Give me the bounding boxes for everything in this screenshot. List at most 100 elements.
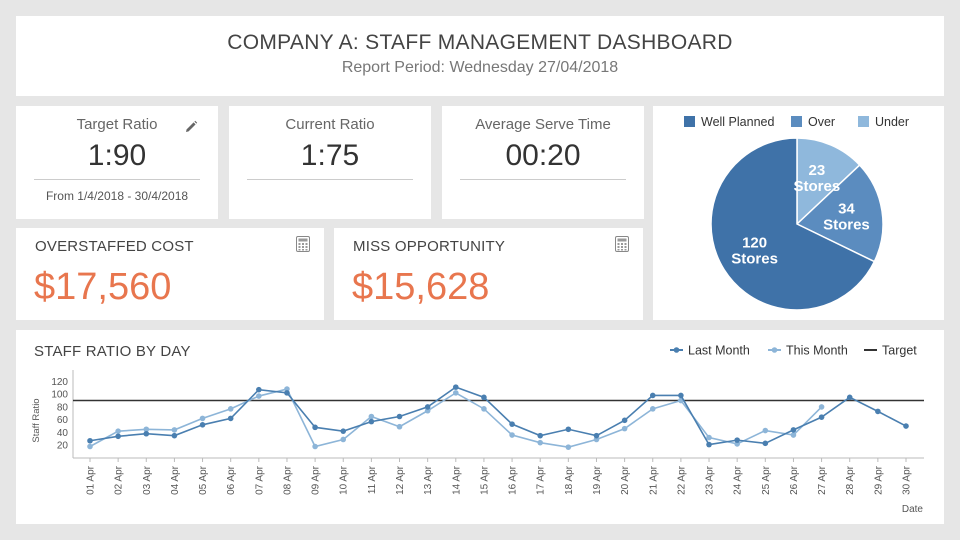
data-point[interactable] [452, 390, 459, 396]
pencil-icon[interactable] [184, 120, 198, 134]
data-point[interactable] [678, 392, 684, 399]
data-point[interactable] [649, 406, 656, 412]
data-point[interactable] [424, 404, 431, 410]
data-point[interactable] [734, 437, 740, 443]
data-point[interactable] [171, 432, 178, 439]
series-line [89, 386, 907, 446]
pie-legend-item[interactable]: Under [858, 115, 909, 129]
x-tick-label: 24 Apr [733, 465, 744, 495]
data-point[interactable] [762, 427, 769, 434]
data-point[interactable] [199, 422, 206, 428]
data-point[interactable] [368, 418, 375, 425]
data-point[interactable] [115, 433, 121, 440]
data-point[interactable] [762, 440, 769, 447]
x-tick-label: 03 Apr [142, 465, 153, 495]
overstaffed-cost-card: OVERSTAFFED COST $17,560 [16, 228, 324, 320]
data-point[interactable] [256, 393, 262, 399]
data-point[interactable] [593, 432, 600, 439]
y-tick-label: 100 [51, 390, 68, 401]
data-point[interactable] [115, 428, 121, 434]
data-point[interactable] [818, 404, 825, 410]
pie-legend-item[interactable]: Over [791, 115, 835, 129]
data-point[interactable] [424, 407, 431, 414]
data-point[interactable] [143, 430, 150, 437]
pie-chart: Well Planned Over Under120Stores34Stores23… [684, 115, 909, 311]
data-point[interactable] [199, 415, 206, 422]
data-point[interactable] [481, 406, 487, 412]
pie-legend-label: Well Planned [701, 115, 774, 129]
data-point[interactable] [312, 424, 318, 431]
line-legend-item[interactable]: Target [864, 344, 917, 358]
data-point[interactable] [790, 432, 797, 438]
chart-title: STAFF RATIO BY DAY [34, 343, 191, 360]
pie-slice[interactable] [710, 137, 876, 311]
x-tick-label: 23 Apr [705, 465, 716, 495]
data-point[interactable] [143, 426, 150, 433]
data-point[interactable] [649, 392, 656, 399]
data-point[interactable] [621, 425, 628, 432]
pie-slice-unit: Stores [823, 216, 870, 233]
line-legend-label: Last Month [688, 344, 750, 358]
data-point[interactable] [227, 406, 234, 412]
x-tick-label: 09 Apr [311, 465, 322, 495]
line-legend-label: This Month [786, 344, 848, 358]
kpi-divider [460, 179, 626, 180]
pie-legend-swatch [684, 116, 695, 127]
cost-value: $15,628 [352, 266, 490, 308]
data-point[interactable] [87, 443, 93, 450]
data-point[interactable] [340, 436, 347, 443]
data-point[interactable] [565, 426, 572, 433]
data-point[interactable] [790, 427, 797, 433]
data-point[interactable] [227, 415, 234, 422]
calculator-icon[interactable] [296, 236, 310, 252]
x-tick-label: 10 Apr [339, 465, 350, 495]
data-point[interactable] [452, 384, 459, 390]
data-point[interactable] [368, 413, 375, 420]
y-tick-label: 120 [51, 377, 68, 388]
x-tick-label: 06 Apr [226, 465, 237, 495]
line-legend-item[interactable]: This Month [768, 344, 848, 358]
dashboard-header: COMPANY A: STAFF MANAGEMENT DASHBOARD Re… [16, 16, 944, 96]
line-legend-marker [673, 347, 680, 353]
calculator-icon[interactable] [615, 236, 629, 252]
cost-value: $17,560 [34, 266, 172, 308]
data-point[interactable] [706, 434, 712, 441]
data-point[interactable] [818, 414, 825, 420]
x-tick-label: 14 Apr [451, 465, 462, 495]
data-point[interactable] [706, 441, 712, 448]
x-tick-label: 29 Apr [873, 465, 884, 495]
data-point[interactable] [284, 390, 290, 396]
line-legend-item[interactable]: Last Month [670, 344, 750, 358]
data-point[interactable] [312, 443, 318, 450]
kpi-current-ratio-card: Current Ratio 1:75 [229, 106, 431, 219]
data-point[interactable] [481, 394, 487, 401]
x-tick-label: 26 Apr [789, 465, 800, 495]
data-point[interactable] [903, 423, 909, 429]
data-point[interactable] [340, 428, 347, 434]
pie-legend-item[interactable]: Well Planned [684, 115, 774, 129]
data-point[interactable] [87, 437, 93, 444]
pie-slice[interactable] [796, 137, 861, 226]
data-point[interactable] [875, 408, 881, 415]
y-tick-label: 40 [57, 428, 69, 439]
x-tick-label: 28 Apr [845, 465, 856, 495]
data-point[interactable] [509, 421, 515, 427]
data-point[interactable] [284, 386, 290, 392]
data-point[interactable] [396, 423, 403, 430]
data-point[interactable] [256, 386, 262, 393]
pie-slice-unit: Stores [731, 251, 778, 268]
data-point[interactable] [593, 436, 600, 443]
pie-slice[interactable] [795, 164, 884, 263]
data-point[interactable] [565, 444, 572, 450]
data-point[interactable] [396, 413, 403, 420]
data-point[interactable] [171, 427, 178, 433]
data-point[interactable] [509, 432, 515, 438]
data-point[interactable] [537, 439, 544, 446]
x-tick-label: 04 Apr [170, 465, 181, 495]
data-point[interactable] [621, 417, 628, 424]
pie-slice-unit: Stores [794, 178, 841, 195]
data-point[interactable] [734, 441, 740, 447]
data-point[interactable] [537, 432, 544, 439]
data-point[interactable] [846, 394, 853, 401]
